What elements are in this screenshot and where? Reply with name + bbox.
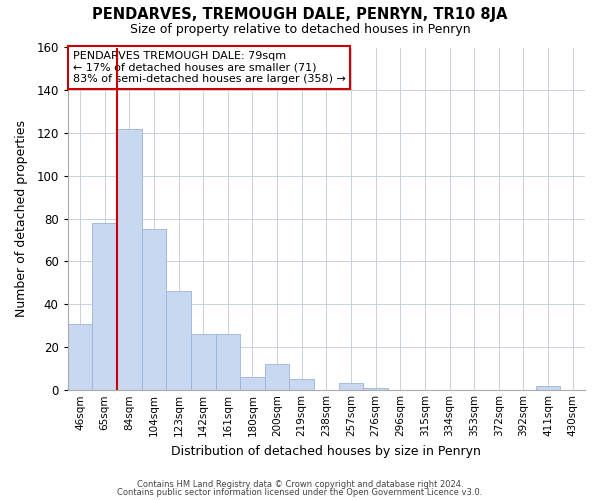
Bar (92, 223, 117, 390)
Bar (265, 364, 289, 390)
Bar (191, 334, 215, 390)
Bar (338, 384, 364, 390)
Bar (68, 324, 92, 390)
Text: Contains HM Land Registry data © Crown copyright and database right 2024.: Contains HM Land Registry data © Crown c… (137, 480, 463, 489)
Text: Size of property relative to detached houses in Penryn: Size of property relative to detached ho… (130, 22, 470, 36)
Bar (117, 129, 142, 390)
Bar (289, 379, 314, 390)
X-axis label: Distribution of detached houses by size in Penryn: Distribution of detached houses by size … (172, 444, 481, 458)
Text: PENDARVES TREMOUGH DALE: 79sqm
← 17% of detached houses are smaller (71)
83% of : PENDARVES TREMOUGH DALE: 79sqm ← 17% of … (73, 51, 346, 84)
Bar (215, 334, 240, 390)
Bar (536, 386, 560, 390)
Bar (364, 388, 388, 390)
Bar (240, 377, 265, 390)
Text: PENDARVES, TREMOUGH DALE, PENRYN, TR10 8JA: PENDARVES, TREMOUGH DALE, PENRYN, TR10 8… (92, 8, 508, 22)
Text: Contains public sector information licensed under the Open Government Licence v3: Contains public sector information licen… (118, 488, 482, 497)
Bar (142, 230, 166, 390)
Y-axis label: Number of detached properties: Number of detached properties (15, 120, 28, 317)
Bar (166, 292, 191, 390)
